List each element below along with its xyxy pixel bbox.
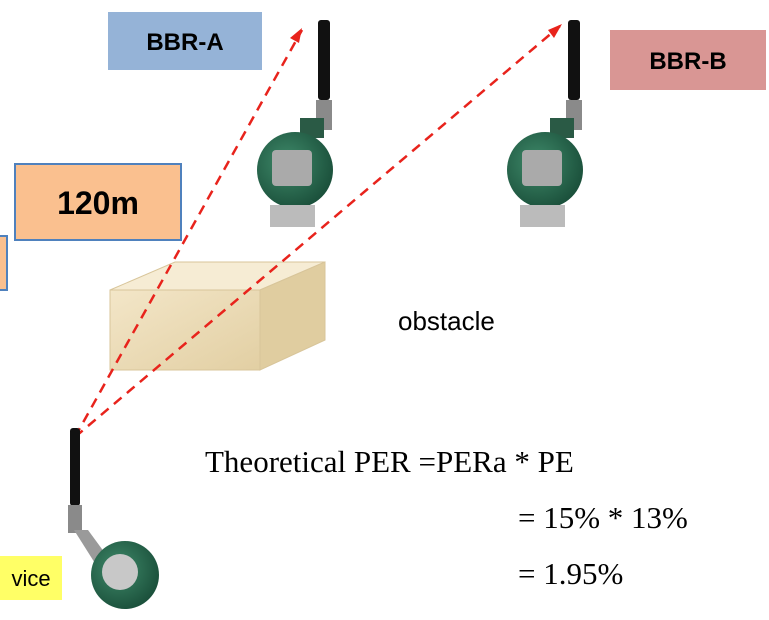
field-device [68,428,159,609]
obstacle-label: obstacle [398,306,495,336]
node-label: vice [11,566,50,591]
device-b [507,20,583,227]
page: {"nodes": [ {"label": "BBR-A"}, {"label"… [0,0,769,620]
partial-box [0,236,7,290]
formula-line: = 15% * 13% [518,500,688,535]
arrow-head [290,28,302,43]
device-a [257,20,333,227]
formula-line: = 1.95% [518,556,623,591]
node-label: BBR-B [649,48,726,75]
distance-label: 120m [57,185,139,221]
diagram: BBR-A BBR-B 120m obstacle vice Theoretic… [0,0,769,620]
formula-line: Theoretical PER =PERa * PE [205,444,574,479]
node-label: BBR-A [146,29,223,56]
